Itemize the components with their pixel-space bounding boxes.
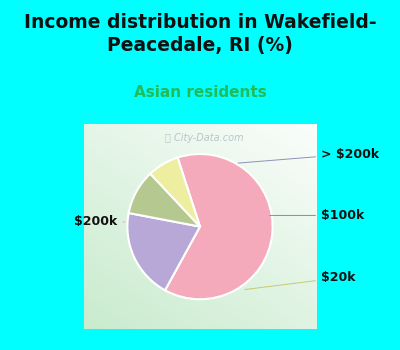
Wedge shape xyxy=(150,158,200,227)
Wedge shape xyxy=(165,154,273,299)
Text: $20k: $20k xyxy=(245,271,356,289)
Text: $200k: $200k xyxy=(74,216,125,229)
Text: Asian residents: Asian residents xyxy=(134,85,266,100)
Wedge shape xyxy=(127,213,200,290)
Text: ⓘ City-Data.com: ⓘ City-Data.com xyxy=(165,133,244,143)
Text: > $200k: > $200k xyxy=(238,147,379,163)
Text: Income distribution in Wakefield-
Peacedale, RI (%): Income distribution in Wakefield- Peaced… xyxy=(24,13,376,55)
Text: $100k: $100k xyxy=(270,209,364,222)
Wedge shape xyxy=(129,174,200,227)
